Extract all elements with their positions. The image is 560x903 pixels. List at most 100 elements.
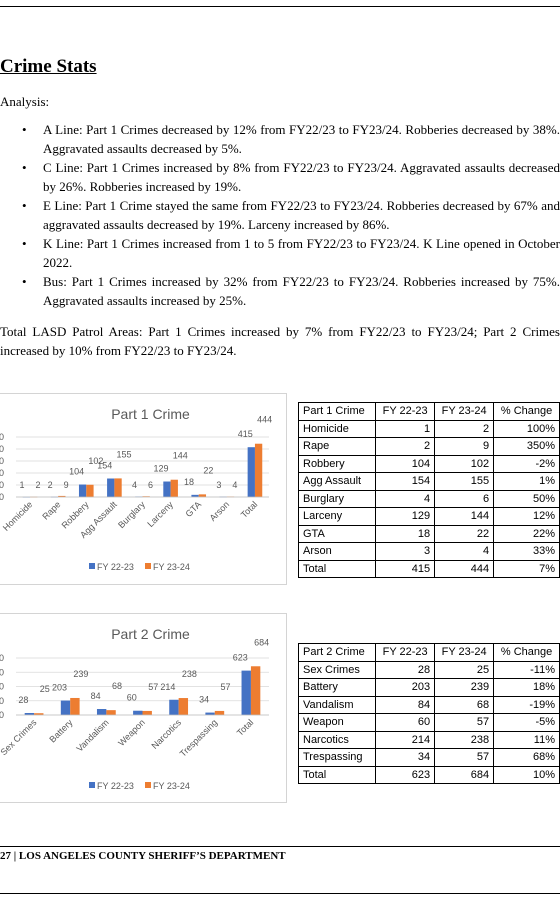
table-cell: 7%: [493, 559, 560, 578]
data-label: 2: [36, 480, 41, 490]
table-cell: 1%: [493, 472, 560, 491]
table-cell: 350%: [493, 437, 560, 456]
table-cell: 57: [434, 713, 495, 732]
data-label: 4: [232, 480, 237, 490]
y-tick-label: 00: [0, 480, 4, 490]
table-header-cell: % Change: [493, 643, 560, 662]
legend-swatch: [89, 782, 95, 788]
table-cell: 33%: [493, 542, 560, 561]
bullet-e-line: E Line: Part 1 Crime stayed the same fro…: [0, 196, 560, 234]
bar-fy2324: [86, 484, 94, 497]
table-row: Weapon 60 57 -5%: [297, 713, 560, 732]
data-label: 1: [20, 480, 25, 490]
table-cell: Total: [297, 559, 377, 578]
bar-fy2324: [170, 479, 178, 497]
data-label: 28: [18, 695, 28, 705]
bar-fy2324: [58, 495, 66, 497]
table-cell: Weapon: [297, 713, 377, 732]
footer-rule-bottom: [0, 893, 560, 894]
bar-fy2324: [178, 698, 189, 715]
data-label: 623: [233, 653, 248, 663]
data-label: 154: [97, 461, 112, 471]
bar-fy2223: [133, 710, 143, 715]
table-cell: 10%: [493, 765, 560, 784]
summary-paragraph: Total LASD Patrol Areas: Part 1 Crimes i…: [0, 324, 560, 358]
table-cell: 415: [375, 559, 436, 578]
x-tick-label: Vandalism: [74, 717, 110, 753]
table-cell: 4: [375, 489, 436, 508]
data-label: 57: [148, 682, 158, 692]
analysis-list: A Line: Part 1 Crimes decreased by 12% f…: [0, 120, 560, 310]
data-label: 4: [132, 480, 137, 490]
x-tick-label: Larceny: [145, 499, 175, 529]
table-header-cell: FY 22-23: [375, 402, 436, 421]
bar-fy2223: [241, 670, 251, 715]
bar-fy2324: [142, 710, 152, 715]
table-row: Larceny 129 144 12%: [297, 507, 560, 526]
page-title: Crime Stats: [0, 56, 97, 77]
table-row: Trespassing 34 57 68%: [297, 748, 560, 767]
table-row: Narcotics 214 238 11%: [297, 730, 560, 749]
bullet-a-line: A Line: Part 1 Crimes decreased by 12% f…: [0, 120, 560, 158]
bar-fy2324: [34, 713, 44, 715]
bar-fy2223: [24, 713, 35, 715]
bar-fy2223: [78, 484, 87, 497]
table-cell: 100%: [493, 419, 560, 438]
x-tick-label: Battery: [47, 717, 75, 745]
table-row: Sex Crimes 28 25 -11%: [297, 660, 560, 679]
table-cell: 102: [434, 454, 495, 473]
table-cell: Homicide: [297, 419, 377, 438]
table-row: GTA 18 22 22%: [297, 524, 560, 543]
part1-chart-box: Part 1 Crime0000000000012Homicide29Rape1…: [0, 393, 287, 585]
data-label: 214: [160, 682, 175, 692]
x-tick-label: Sex Crimes: [0, 717, 39, 757]
table-cell: 203: [375, 678, 436, 697]
data-label: 2: [48, 480, 53, 490]
y-tick-label: 00: [0, 696, 4, 706]
data-label: 9: [64, 480, 69, 490]
footer-rule-top: [0, 846, 560, 847]
data-label: 102: [88, 456, 103, 466]
part1-table: Part 1 Crime FY 22-23 FY 23-24% Change Hom…: [297, 402, 560, 578]
x-tick-label: Total: [235, 717, 256, 738]
bar-fy2223: [96, 709, 107, 715]
table-header-cell: % Change: [493, 402, 560, 421]
bar-fy2324: [106, 710, 116, 715]
table-header-cell: FY 23-24: [434, 643, 495, 662]
y-tick-label: 00: [0, 456, 4, 466]
table-cell: 144: [434, 507, 495, 526]
table-cell: -2%: [493, 454, 560, 473]
table-cell: Vandalism: [297, 695, 377, 714]
table-row: Rape 2 9 350%: [297, 437, 560, 456]
data-label: 60: [127, 693, 137, 703]
table-header-cell: FY 22-23: [375, 643, 436, 662]
part2-chart-box: Part 2 Crime0000000002825Sex Crimes20323…: [0, 613, 287, 803]
table-cell: 2: [434, 419, 495, 438]
data-label: 34: [199, 695, 209, 705]
top-rule: [0, 6, 560, 7]
table-cell: 238: [434, 730, 495, 749]
table-cell: GTA: [297, 524, 377, 543]
table-cell: 129: [375, 507, 436, 526]
x-tick-label: Trespassing: [178, 717, 219, 758]
part1-chart: Part 1 Crime0000000000012Homicide29Rape1…: [0, 406, 272, 572]
table-cell: 684: [434, 765, 495, 784]
data-label: 68: [112, 681, 122, 691]
data-label: 415: [238, 429, 253, 439]
table-cell: 68%: [493, 748, 560, 767]
table-cell: 22: [434, 524, 495, 543]
table-header-row: Part 1 Crime FY 22-23 FY 23-24% Change: [297, 402, 560, 421]
y-tick-label: 00: [0, 653, 4, 663]
table-row: Total 415 444 7%: [297, 559, 560, 578]
table-cell: -11%: [493, 660, 560, 679]
table-cell: 28: [375, 660, 436, 679]
table-cell: 84: [375, 695, 436, 714]
table-cell: 57: [434, 748, 495, 767]
table-cell: Battery: [297, 678, 377, 697]
bar-fy2324: [70, 697, 80, 715]
x-tick-label: Homicide: [1, 499, 35, 533]
table-cell: Arson: [297, 542, 377, 561]
table-cell: Total: [297, 765, 377, 784]
table-cell: -5%: [493, 713, 560, 732]
bar-fy2324: [254, 443, 263, 497]
